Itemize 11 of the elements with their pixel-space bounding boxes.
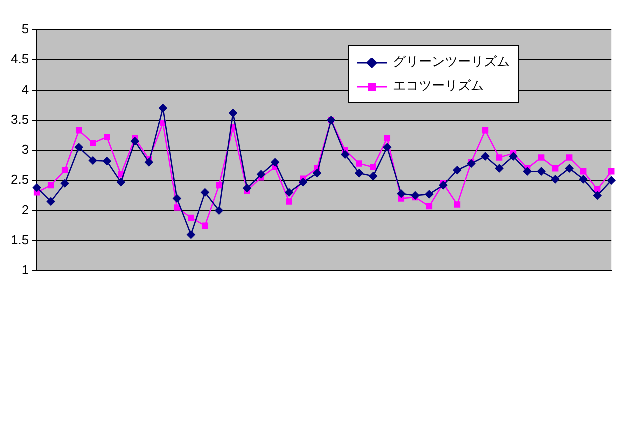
y-tick-label: 2 (22, 202, 30, 218)
y-tick-label: 5 (22, 22, 30, 37)
y-tick-label: 3.5 (10, 112, 30, 127)
y-tick-label: 4.5 (10, 52, 30, 67)
y-tick-label: 2.5 (10, 172, 30, 188)
y-tick-label: 1.5 (10, 232, 30, 248)
y-tick-label: 3 (22, 142, 30, 158)
y-tick-label: 1 (22, 262, 30, 278)
y-tick-label: 4 (22, 82, 30, 97)
legend-label: グリーンツーリズム (393, 54, 510, 71)
legend-label: エコツーリズム (393, 78, 484, 95)
